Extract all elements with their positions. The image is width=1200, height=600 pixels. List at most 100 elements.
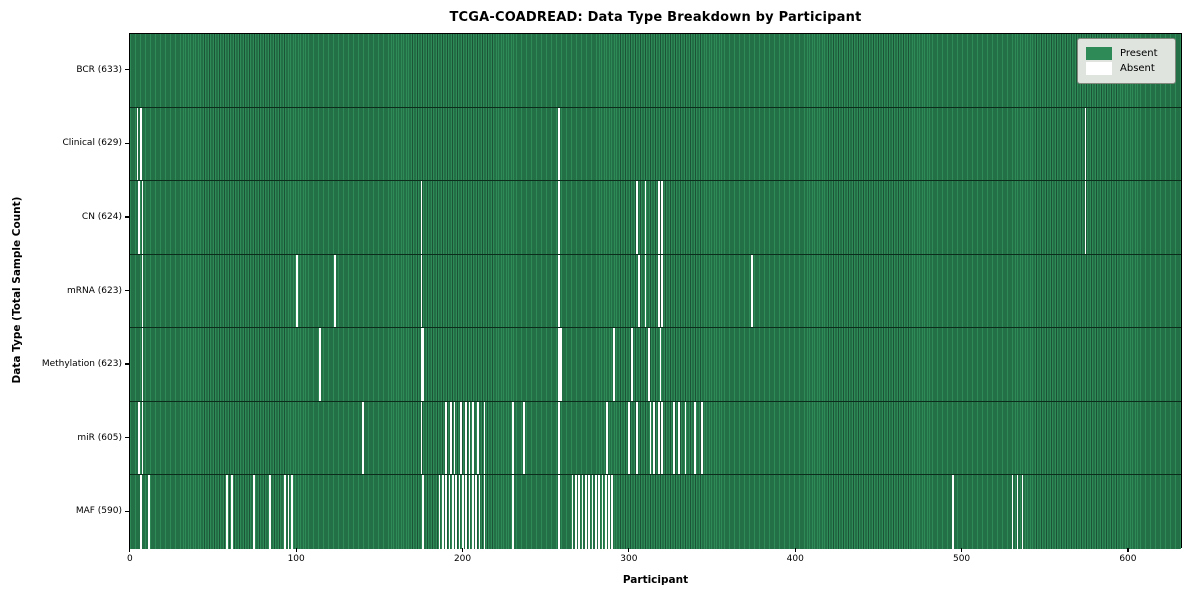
absent-stripe [296,254,298,328]
absent-stripe [648,328,650,401]
absent-stripe [652,401,655,475]
absent-stripe [138,401,140,475]
absent-stripe [448,475,451,549]
absent-swatch-icon [1086,62,1112,75]
heatmap-row-clinical [130,107,1181,182]
y-tick-label-cn: CN (624) [81,211,122,222]
absent-stripe [252,475,255,549]
absent-stripe [604,475,607,549]
absent-stripe [468,401,471,475]
x-tick-label-400: 400 [786,554,804,564]
legend-entry-present: Present [1086,47,1166,60]
absent-stripe [659,328,662,401]
absent-stripe [631,328,634,401]
x-tick-mark [295,548,297,552]
absent-stripe [657,254,660,328]
absent-stripe [422,328,424,401]
x-tick-mark [628,548,630,552]
y-tick-label-mrna: mRNA (623) [67,285,122,296]
x-tick-label-500: 500 [952,554,971,564]
x-axis-label: Participant [622,574,689,586]
absent-stripe [420,254,423,328]
absent-stripe [139,475,142,549]
absent-stripe [452,475,454,549]
absent-stripe [458,475,461,549]
absent-stripe [694,401,697,475]
heatmap-row-mrna [130,254,1181,329]
absent-stripe [661,254,663,328]
absent-stripe [475,475,478,549]
absent-stripe [420,181,423,254]
absent-stripe [560,328,562,401]
absent-stripe [661,181,663,254]
absent-stripe [558,328,561,401]
x-tick-mark [794,548,796,552]
y-tick-mark [124,363,129,365]
y-tick-mark [124,69,129,71]
heatmap-row-maf [130,475,1181,549]
absent-stripe [638,254,640,328]
x-tick-label-0: 0 [126,554,133,564]
absent-stripe [465,475,468,549]
absent-stripe [483,475,486,549]
absent-stripe [420,401,423,475]
absent-stripe [468,475,471,549]
x-tick-label-300: 300 [620,554,638,564]
absent-stripe [523,401,526,475]
absent-stripe [1021,475,1024,549]
y-tick-mark [124,142,129,144]
absent-stripe [141,328,144,401]
absent-stripe [636,401,639,475]
y-tick-label-methylation: Methylation (623) [41,359,122,370]
absent-stripe [319,328,321,401]
absent-stripe [598,475,600,549]
absent-stripe [453,401,456,475]
absent-stripe [362,401,365,475]
x-tick-mark [1127,548,1129,552]
present-swatch-icon [1086,47,1112,60]
absent-stripe [450,401,453,475]
y-tick-mark [124,437,129,439]
absent-stripe [574,475,577,549]
absent-stripe [462,475,464,549]
absent-stripe [649,401,652,475]
absent-stripe [951,475,954,549]
x-tick-mark [129,548,131,552]
y-tick-label-mir: miR (605) [77,432,122,443]
absent-stripe [445,475,448,549]
absent-stripe [591,475,594,549]
chart-title: TCGA-COADREAD: Data Type Breakdown by Pa… [449,10,862,25]
absent-stripe [657,181,660,254]
absent-stripe [334,254,336,328]
absent-stripe [291,475,293,549]
heatmap-row-cn [130,181,1181,255]
absent-stripe [558,254,561,328]
absent-stripe [628,401,630,475]
absent-stripe [141,181,144,254]
absent-stripe [141,401,144,475]
absent-stripe [672,401,675,475]
absent-stripe [476,401,479,475]
absent-stripe [442,475,444,549]
absent-stripe [422,475,424,549]
absent-stripe [594,475,597,549]
absent-stripe [571,475,574,549]
absent-stripe [483,401,486,475]
absent-stripe [578,475,580,549]
heatmap-row-bcr [130,34,1181,108]
absent-stripe [601,475,604,549]
absent-stripe [677,401,680,475]
absent-stripe [644,181,647,254]
absent-stripe [558,107,561,181]
absent-stripe [511,401,514,475]
absent-stripe [611,475,614,549]
absent-stripe [465,401,468,475]
absent-stripe [1011,475,1014,549]
absent-stripe [420,328,423,401]
absent-stripe [644,254,647,328]
absent-stripe [558,401,561,475]
absent-stripe [472,475,474,549]
x-tick-label-200: 200 [453,554,472,564]
absent-stripe [455,475,458,549]
